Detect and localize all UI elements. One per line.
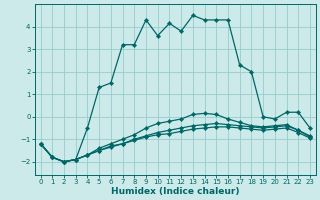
X-axis label: Humidex (Indice chaleur): Humidex (Indice chaleur): [111, 187, 240, 196]
